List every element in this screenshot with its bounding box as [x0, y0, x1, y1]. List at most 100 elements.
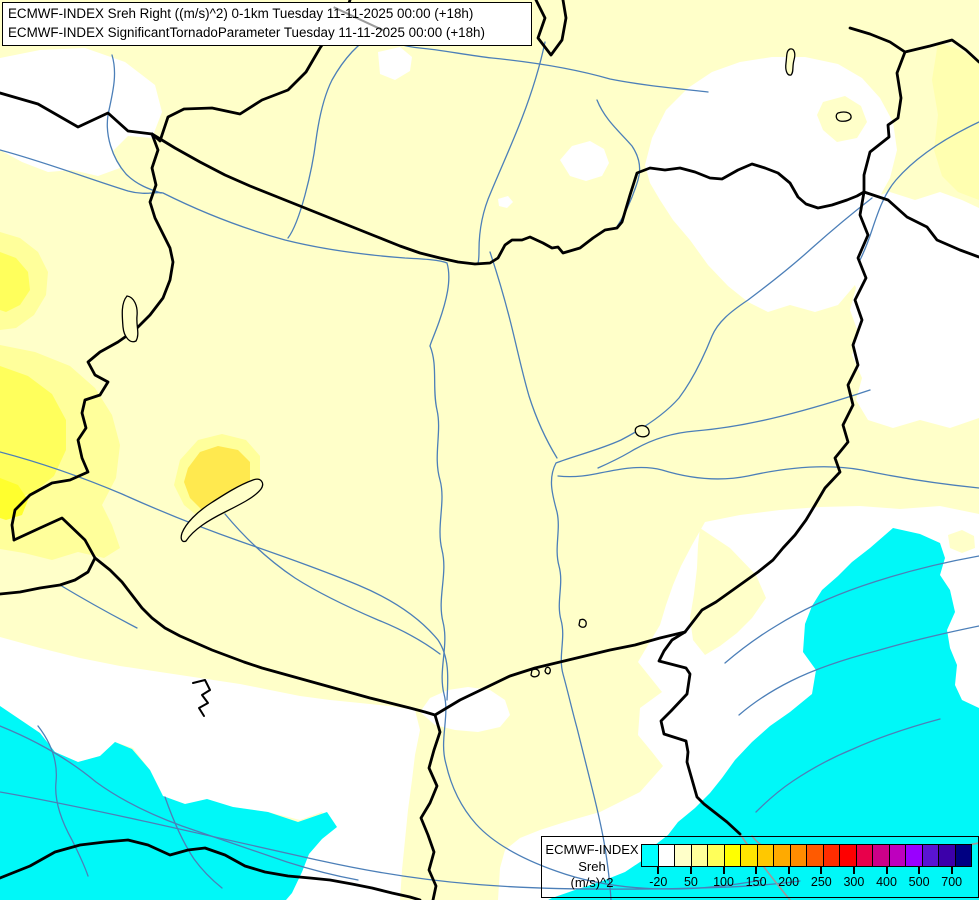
- banat-river-b: [738, 625, 979, 716]
- colorbar-cells: [641, 844, 972, 867]
- colorbar-tick-mark: [885, 867, 888, 874]
- legend-colorbar: -20 50 100 150 200 250 300 400 500 700: [641, 844, 972, 894]
- border-slovenia-croatia: [0, 516, 97, 596]
- border-czech-austria: [0, 91, 154, 136]
- lake-slovakia-a: [785, 48, 796, 76]
- colorbar-tick-label: 700: [941, 875, 963, 889]
- bosna-river-a: [37, 725, 89, 877]
- banat-river-c: [755, 718, 941, 813]
- colorbar-cell: [641, 844, 659, 867]
- colorbar-tick-mark: [755, 867, 758, 874]
- colorbar-tick-label: 100: [713, 875, 734, 889]
- colorbar-tick-mark: [820, 867, 823, 874]
- colorbar-cell: [789, 844, 807, 867]
- lake-szeged: [634, 424, 650, 438]
- white-southwest-band: [0, 637, 420, 900]
- lake-neusiedl: [121, 295, 139, 343]
- title-line-1: ECMWF-INDEX Sreh Right ((m/s)^2) 0-1km T…: [8, 6, 474, 21]
- mura-river: [59, 584, 138, 629]
- colorbar-tick-mark: [787, 867, 790, 874]
- colorbar-tick-label: 50: [683, 875, 698, 889]
- lake-tiny-a: [530, 668, 540, 678]
- colorbar-cell: [888, 844, 906, 867]
- drava-river: [0, 451, 449, 701]
- colorbar-cell: [905, 844, 923, 867]
- hungary-border-north: [150, 132, 866, 266]
- lake-slovakia-b: [835, 111, 852, 122]
- white-topcenter-b: [498, 196, 513, 208]
- colorbar-tick-mark: [657, 867, 660, 874]
- colorbar-cell: [822, 844, 840, 867]
- colorbar-tick-mark: [689, 867, 692, 874]
- bosna-river-b: [164, 796, 223, 889]
- white-topleft: [0, 48, 162, 176]
- colorbar-cell: [954, 844, 972, 867]
- yellow-left-upper-core: [0, 252, 30, 312]
- legend-model-label: ECMWF-INDEX: [545, 842, 639, 857]
- border-croatia-bosnia: [0, 838, 422, 900]
- colorbar-cell: [740, 844, 758, 867]
- white-south-mid: [420, 687, 510, 732]
- legend-panel: ECMWF-INDEX Sreh (m/s)^2 -20 50 100 150 200 2…: [541, 836, 979, 898]
- colorbar-cell: [674, 844, 692, 867]
- colorbar-tick-mark: [852, 867, 855, 874]
- szamos-river: [859, 121, 979, 261]
- colorbar-tick-label: 300: [843, 875, 865, 889]
- border-bihac-pocket: [192, 679, 211, 717]
- colorbar-cell: [921, 844, 939, 867]
- lake-tiny-c: [578, 618, 587, 628]
- colorbar-tick-mark: [950, 867, 953, 874]
- colorbar-cell: [806, 844, 824, 867]
- yellow-bulge-se: [690, 528, 766, 655]
- morava-river: [106, 54, 162, 194]
- colorbar-cell: [723, 844, 741, 867]
- border-ukraine-junction: [848, 26, 979, 259]
- colorbar-tick-mark: [918, 867, 921, 874]
- colorbar-tick-label: 250: [810, 875, 832, 889]
- colorbar-tick-mark: [722, 867, 725, 874]
- colorbar-cell: [872, 844, 890, 867]
- colorbar-tick-label: 400: [876, 875, 897, 889]
- lake-balaton: [180, 478, 264, 543]
- border-serbia-romania: [657, 630, 742, 836]
- hungary-border-south: [433, 630, 687, 717]
- legend-labels: ECMWF-INDEX Sreh (m/s)^2: [544, 842, 640, 892]
- yellow-topright: [932, 42, 979, 200]
- legend-units-label: (m/s)^2: [570, 875, 614, 890]
- tisza-river: [550, 197, 873, 900]
- white-top-small: [378, 47, 412, 80]
- border-poland-slovakia: [534, 0, 568, 57]
- danube-river-south: [429, 345, 763, 890]
- zagyva-river: [489, 251, 558, 459]
- colorbar-tick-label: 500: [908, 875, 930, 889]
- colorbar-cell: [855, 844, 873, 867]
- yellow-island-right: [948, 530, 975, 553]
- colorbar-tick-label: 200: [778, 875, 800, 889]
- graticule-south: [739, 833, 791, 900]
- hungary-border-east: [683, 190, 870, 634]
- sava-river: [0, 791, 801, 890]
- colorbar-cell: [773, 844, 791, 867]
- white-topcenter: [560, 141, 609, 181]
- lake-tiny-b: [544, 666, 551, 675]
- colorbar-cell: [839, 844, 857, 867]
- colorbar-cell: [938, 844, 956, 867]
- colorbar-cell: [756, 844, 774, 867]
- yellow-left-lower-hot: [0, 478, 28, 520]
- maros-river: [557, 466, 979, 489]
- colorbar-cell: [657, 844, 675, 867]
- border-croatia-serbia: [419, 713, 442, 900]
- legend-parameter-label: Sreh: [578, 858, 606, 874]
- cyan-region-southeast: [548, 528, 979, 900]
- white-east: [846, 192, 979, 428]
- hron-river: [477, 41, 546, 264]
- cyan-region-southwest: [0, 706, 337, 900]
- colorbar-cell: [707, 844, 725, 867]
- hungary-border-west: [10, 132, 175, 542]
- cyan-regions: [0, 528, 979, 900]
- colorbar-tick-label: -20: [649, 875, 668, 889]
- lakes: [121, 48, 852, 678]
- title-box: ECMWF-INDEX Sreh Right ((m/s)^2) 0-1km T…: [2, 2, 532, 46]
